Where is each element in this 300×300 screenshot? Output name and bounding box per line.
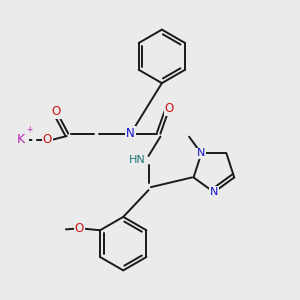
Text: N: N <box>210 187 218 197</box>
Text: O: O <box>75 222 84 235</box>
Text: O: O <box>43 133 52 146</box>
Text: N: N <box>197 148 206 158</box>
Text: +: + <box>26 125 32 134</box>
Text: O: O <box>52 105 61 118</box>
Text: K: K <box>16 133 25 146</box>
Text: O: O <box>165 102 174 115</box>
Text: HN: HN <box>129 155 146 165</box>
Text: N: N <box>126 127 135 140</box>
